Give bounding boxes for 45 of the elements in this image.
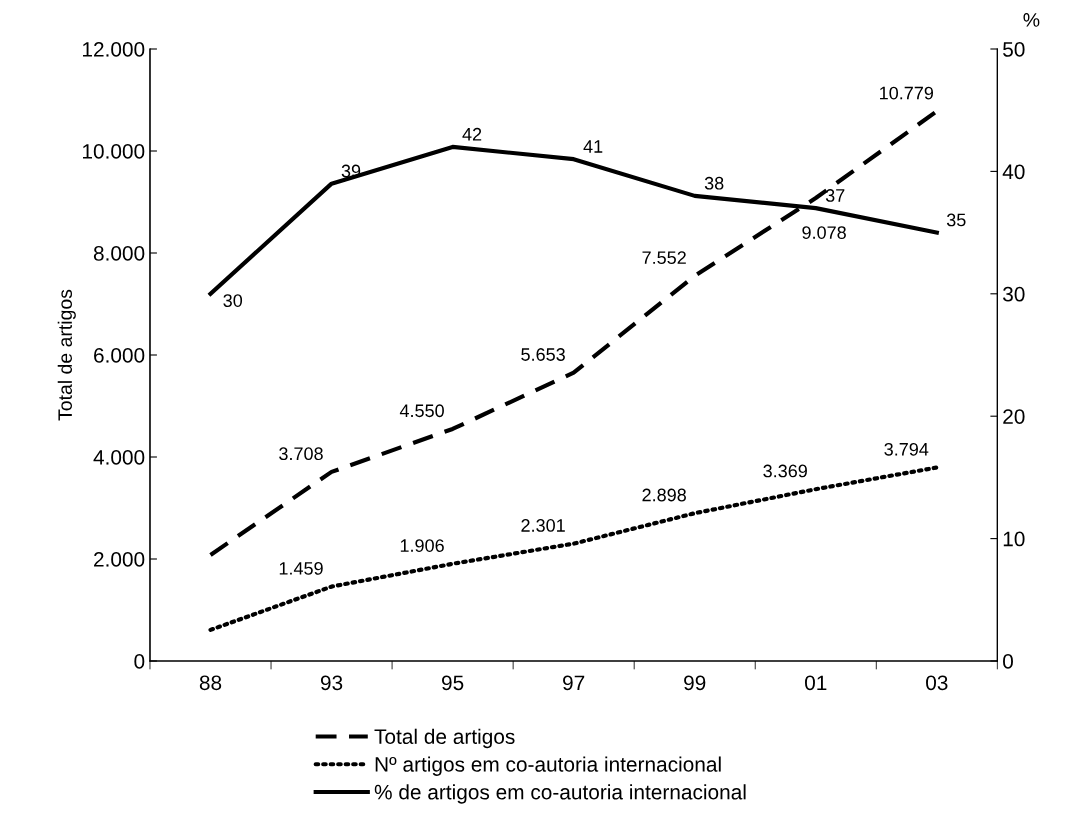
data-label: 7.552	[642, 251, 686, 265]
x-tick-label: 93	[320, 675, 343, 691]
x-tick-label: 99	[684, 675, 706, 691]
data-label: 38	[704, 176, 724, 190]
data-label: 2.301	[521, 519, 565, 532]
x-tick-label: 95	[442, 675, 464, 691]
data-label: 30	[223, 294, 243, 307]
data-label: 10.779	[880, 86, 934, 100]
y2-tick-label: 10	[1003, 531, 1025, 547]
y2-tick-label: 30	[1003, 286, 1025, 302]
x-tick-label: 97	[563, 675, 585, 691]
y-tick-label: 10.000	[83, 144, 145, 159]
y2-tick-label: 40	[1002, 164, 1025, 180]
data-label: 3.708	[279, 447, 323, 461]
legend-label: % de artigos em co-autoria internacional	[374, 784, 746, 804]
data-label: 3.369	[763, 464, 807, 478]
y-tick-label: 2.000	[94, 552, 145, 567]
line-series	[208, 465, 939, 632]
legend-label: Nº artigos em co-autoria internacional	[375, 756, 721, 776]
y2-tick-label: 20	[1003, 409, 1025, 424]
data-label: 9.078	[802, 226, 846, 239]
y-axis-title: Total de artigos	[57, 289, 76, 421]
y2-axis-title: %	[1023, 13, 1040, 27]
y-tick-label: 8.000	[93, 246, 145, 261]
y-tick-label: 12.000	[83, 42, 145, 57]
data-label: 4.550	[399, 404, 444, 418]
data-label: 1.459	[279, 561, 323, 575]
data-label: 41	[583, 140, 603, 153]
x-tick-label: 03	[926, 675, 948, 691]
x-tick-label: 88	[199, 675, 222, 691]
y-tick-label: 6.000	[94, 348, 145, 363]
y2-tick-label: 50	[1003, 42, 1025, 57]
line-series	[208, 109, 939, 558]
y2-tick-label: 0	[1003, 654, 1013, 669]
data-label: 3.794	[884, 442, 929, 456]
x-tick-label: 01	[805, 675, 827, 691]
data-label: 35	[946, 213, 966, 227]
data-label: 5.653	[521, 348, 565, 361]
y-tick-label: 4.000	[93, 450, 145, 465]
data-label: 2.898	[642, 488, 686, 502]
y-tick-label: 0	[134, 654, 145, 669]
data-label: 42	[462, 127, 482, 141]
legend-label: Total de artigos	[374, 728, 515, 749]
data-label: 37	[825, 189, 845, 202]
data-label: 1.906	[400, 539, 444, 552]
